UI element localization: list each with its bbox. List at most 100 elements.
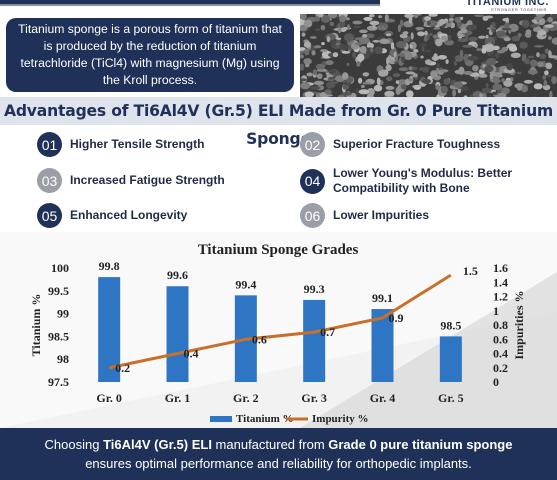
sponge-granule xyxy=(506,62,513,71)
sponge-granule xyxy=(447,34,452,42)
sponge-granule xyxy=(436,62,440,69)
sponge-granule xyxy=(527,69,538,75)
brand-tagline: STRONGER TOGETHER xyxy=(490,7,547,12)
sponge-granule xyxy=(473,43,478,48)
background-diagonal xyxy=(0,232,557,428)
sponge-granule xyxy=(321,42,325,46)
sponge-granule xyxy=(385,64,392,72)
bar-value-label: 99.6 xyxy=(167,268,188,282)
sponge-granule xyxy=(376,77,381,86)
sponge-granule xyxy=(457,88,461,94)
sponge-granule xyxy=(366,42,374,49)
sponge-granule xyxy=(409,66,413,70)
sponge-granule xyxy=(421,45,425,53)
sponge-granule xyxy=(524,58,530,65)
sponge-granule xyxy=(427,20,431,26)
sponge-granule xyxy=(482,64,486,68)
sponge-granule xyxy=(364,33,375,39)
sponge-granule xyxy=(300,63,305,71)
sponge-granule xyxy=(496,92,507,98)
sponge-granule xyxy=(463,54,469,62)
sponge-granule xyxy=(336,39,341,44)
sponge-granule xyxy=(300,82,311,90)
sponge-granule xyxy=(400,19,404,28)
sponge-granule xyxy=(395,80,400,84)
sponge-granule xyxy=(390,42,395,50)
sponge-granule xyxy=(453,60,457,66)
sponge-granule xyxy=(373,84,383,92)
advantage-label: Superior Fracture Toughness xyxy=(333,137,501,151)
sponge-granule xyxy=(517,71,522,75)
sponge-granule xyxy=(527,55,535,59)
sponge-granule xyxy=(405,71,415,75)
sponge-granule xyxy=(440,35,448,41)
sponge-granule xyxy=(368,14,375,18)
sponge-granule xyxy=(362,34,368,38)
sponge-granule xyxy=(544,70,549,76)
sponge-granule xyxy=(324,89,332,95)
y2-tick-label: 1.4 xyxy=(493,275,508,289)
y2-tick-label: 0.6 xyxy=(493,332,508,346)
sponge-granule xyxy=(536,52,540,58)
sponge-granule xyxy=(413,49,419,53)
sponge-granule xyxy=(345,17,350,21)
sponge-granule xyxy=(379,22,383,28)
sponge-granule xyxy=(484,39,489,45)
sponge-granule xyxy=(314,28,321,31)
sponge-granule xyxy=(455,19,461,23)
impurity-value-label: 0.4 xyxy=(184,347,199,361)
sponge-granule xyxy=(393,51,397,58)
sponge-granule xyxy=(493,36,497,41)
sponge-granule xyxy=(476,48,482,52)
impurity-line xyxy=(108,273,452,370)
advantage-label: Enhanced Longevity xyxy=(70,208,188,222)
sponge-granule xyxy=(508,23,519,32)
sponge-granule xyxy=(424,49,432,53)
y-tick-label: 97.5 xyxy=(48,375,69,389)
number-badge: 05 xyxy=(37,203,62,228)
sponge-granule xyxy=(303,58,312,65)
advantage-label: Increased Fatigue Strength xyxy=(70,173,225,187)
sponge-granule xyxy=(311,50,316,56)
sponge-granule xyxy=(318,14,324,18)
sponge-granule xyxy=(398,67,409,72)
sponge-granule xyxy=(354,42,363,46)
advantage-label: Lower Impurities xyxy=(333,208,430,222)
sponge-granule xyxy=(484,65,494,73)
y2-tick-label: 1.2 xyxy=(493,290,508,304)
sponge-granule xyxy=(460,16,464,20)
sponge-granule xyxy=(300,25,308,32)
sponge-granule xyxy=(401,55,406,63)
sponge-granule xyxy=(366,25,378,31)
sponge-granule xyxy=(397,24,401,32)
sponge-granule xyxy=(490,50,494,58)
sponge-granule xyxy=(313,80,325,86)
sponge-granule xyxy=(313,45,322,49)
sponge-granule xyxy=(539,53,547,60)
sponge-granule xyxy=(386,57,390,66)
sponge-granule xyxy=(460,85,469,91)
sponge-granule xyxy=(484,15,494,19)
sponge-granule xyxy=(332,52,339,58)
sponge-granule xyxy=(372,39,380,43)
sponge-granule xyxy=(374,46,383,55)
sponge-granule xyxy=(358,89,370,95)
sponge-granule xyxy=(384,14,389,22)
sponge-granule xyxy=(452,89,457,97)
sponge-granule xyxy=(478,35,486,39)
sponge-granule xyxy=(327,69,337,74)
sponge-granule xyxy=(341,72,349,80)
sponge-granule xyxy=(404,14,414,18)
sponge-granule xyxy=(394,61,398,65)
sponge-granule xyxy=(462,44,473,48)
sponge-granule xyxy=(422,66,430,73)
sponge-granule xyxy=(548,36,552,40)
sponge-granule xyxy=(485,34,489,39)
footer-text-1: Choosing xyxy=(44,437,104,452)
legend-label-impurity: Impurity % xyxy=(312,413,369,425)
sponge-granule xyxy=(352,20,363,25)
intro-text: Titanium sponge is a porous form of tita… xyxy=(18,22,282,87)
sponge-granule xyxy=(537,29,547,36)
sponge-granule xyxy=(459,49,464,58)
advantage-item-03: 03 Increased Fatigue Strength xyxy=(37,168,225,193)
